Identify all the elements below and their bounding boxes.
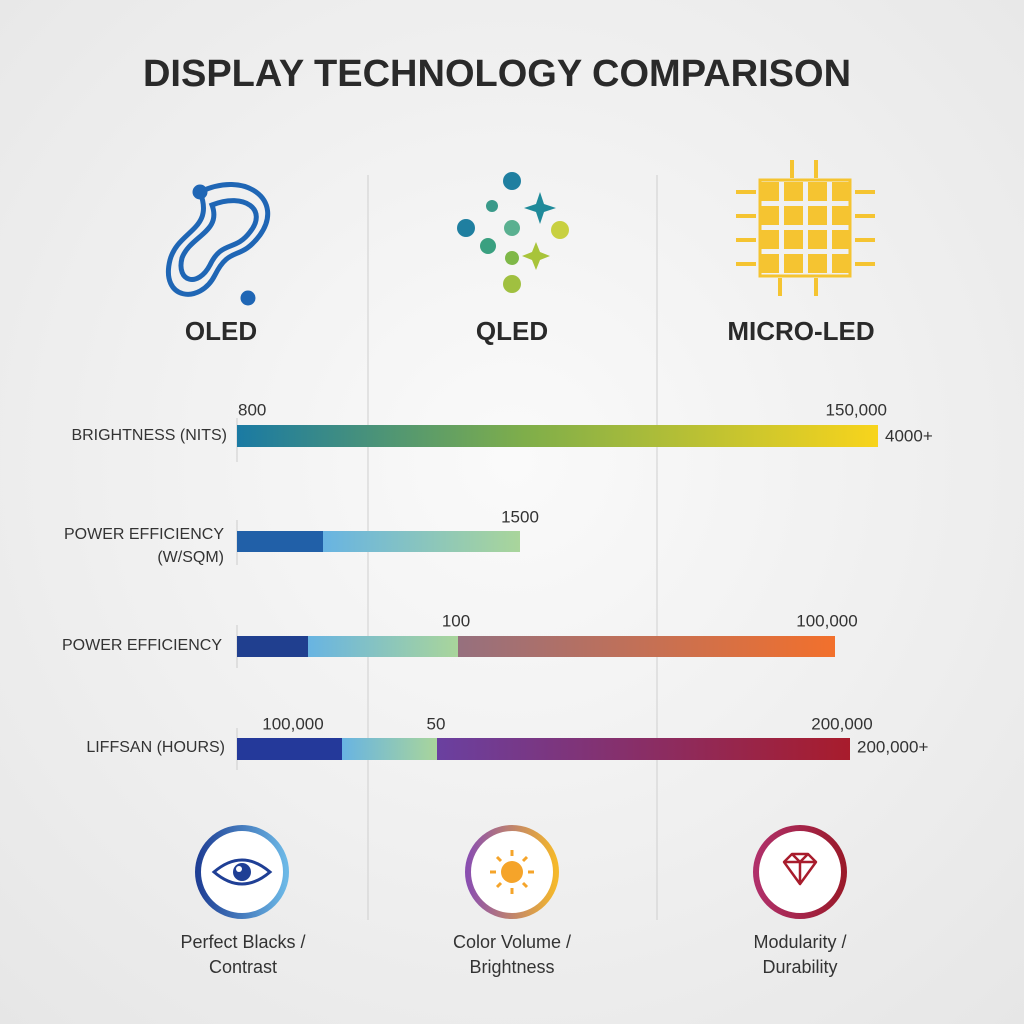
feature-label: Perfect Blacks / <box>180 932 305 952</box>
bar-segment <box>308 636 458 657</box>
qled-icon <box>457 172 569 293</box>
bar <box>237 425 878 447</box>
column-title: OLED <box>185 316 257 346</box>
title: DISPLAY TECHNOLOGY COMPARISON <box>143 53 851 95</box>
value-label: 4000+ <box>885 426 933 445</box>
bar-segment <box>437 738 850 760</box>
value-label: 50 <box>427 714 446 733</box>
column-title: QLED <box>476 316 548 346</box>
value-label: 150,000 <box>826 400 887 419</box>
feature-label: Modularity / <box>753 932 846 952</box>
value-label: 200,000+ <box>857 737 928 756</box>
row-label: POWER EFFICIENCY <box>62 637 222 654</box>
bar-segment <box>458 636 835 657</box>
value-label: 1500 <box>501 507 539 526</box>
bar-segment <box>237 738 342 760</box>
feature-label: Contrast <box>209 957 277 977</box>
feature-label: Brightness <box>469 957 554 977</box>
bar-segment <box>237 636 308 657</box>
value-label: 200,000 <box>811 714 872 733</box>
value-label: 100,000 <box>796 611 857 630</box>
row-label: BRIGHTNESS (NITS) <box>71 427 227 444</box>
feature-icon <box>465 825 559 919</box>
value-label: 100,000 <box>262 714 323 733</box>
feature-icon <box>195 825 289 919</box>
bar-segment <box>342 738 437 760</box>
value-label: 800 <box>238 400 266 419</box>
row-label: POWER EFFICIENCY <box>64 526 224 543</box>
oled-icon <box>165 182 270 306</box>
bar-segment <box>237 531 323 552</box>
feature-label: Durability <box>762 957 837 977</box>
micro-led-icon <box>736 160 875 296</box>
feature-label: Color Volume / <box>453 932 571 952</box>
row-label: (W/SQM) <box>157 549 224 566</box>
bar-segment <box>323 531 520 552</box>
value-label: 100 <box>442 611 470 630</box>
row-label: LIFFSAN (HOURS) <box>86 739 225 756</box>
feature-icon <box>753 825 847 919</box>
column-title: MICRO-LED <box>727 316 874 346</box>
